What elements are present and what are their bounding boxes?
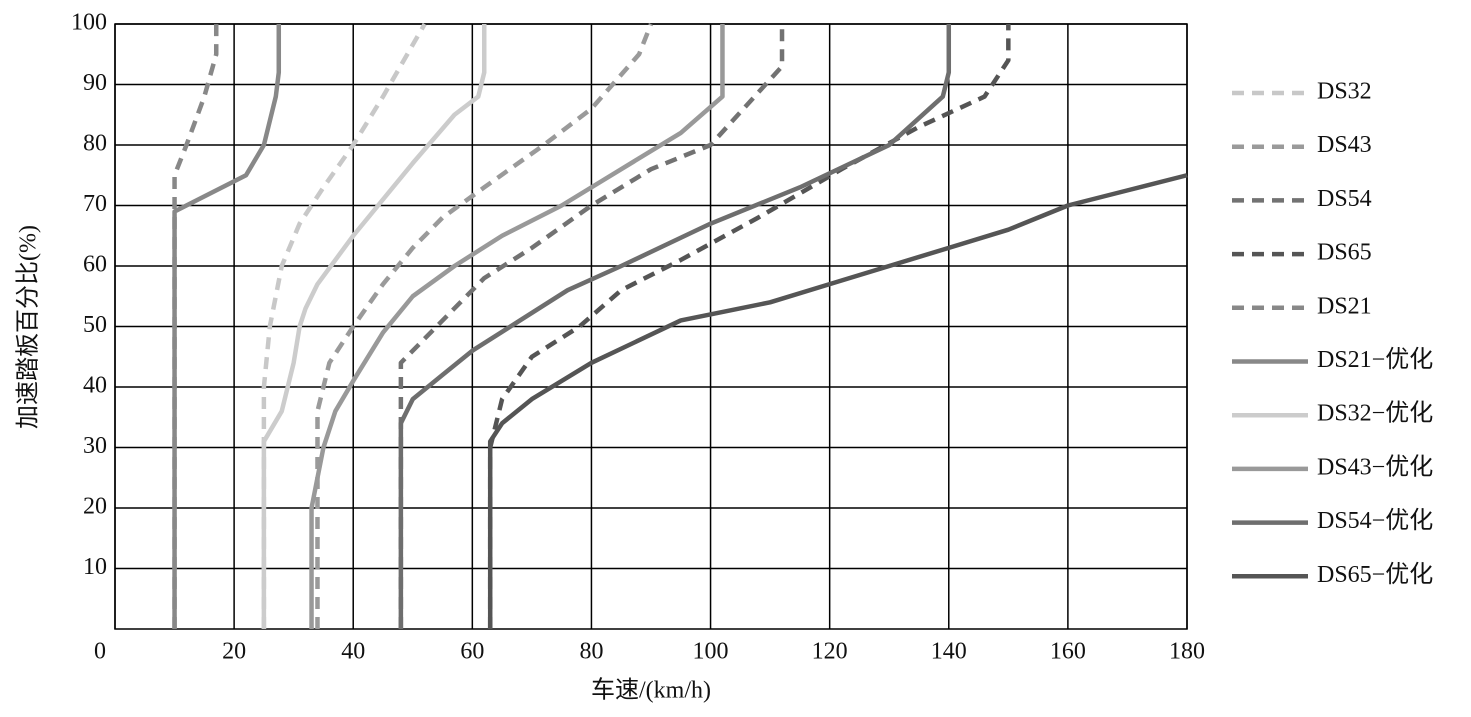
series-line bbox=[261, 24, 487, 629]
series-line bbox=[172, 24, 219, 629]
legend-label: DS32 bbox=[1317, 79, 1372, 105]
x-tick-label: 60 bbox=[460, 639, 484, 665]
series-line bbox=[261, 22, 427, 629]
series-line bbox=[487, 173, 1188, 629]
y-tick-label: 60 bbox=[83, 252, 107, 278]
x-tick-label: 100 bbox=[693, 639, 729, 665]
legend-label: DS21−优化 bbox=[1317, 346, 1433, 373]
x-tick-label: 0 bbox=[94, 639, 106, 665]
x-tick-label: 120 bbox=[812, 639, 848, 665]
x-tick-label: 80 bbox=[579, 639, 603, 665]
y-tick-label: 20 bbox=[83, 494, 107, 520]
series-line bbox=[487, 24, 1011, 629]
y-tick-label: 80 bbox=[83, 131, 107, 157]
x-tick-label: 140 bbox=[931, 639, 967, 665]
series-line bbox=[398, 24, 785, 629]
x-tick-label: 40 bbox=[341, 639, 365, 665]
y-tick-label: 50 bbox=[83, 312, 107, 338]
legend-label: DS65−优化 bbox=[1317, 561, 1433, 588]
y-axis-label: 加速踏板百分比(%) bbox=[15, 225, 42, 429]
y-tick-label: 70 bbox=[83, 191, 107, 217]
legend-label: DS65 bbox=[1317, 240, 1372, 266]
y-tick-label: 90 bbox=[83, 70, 107, 96]
legend-label: DS43−优化 bbox=[1317, 453, 1433, 480]
x-axis-label: 车速/(km/h) bbox=[591, 677, 711, 704]
legend-label: DS43 bbox=[1317, 132, 1372, 158]
legend-label: DS54 bbox=[1317, 186, 1372, 212]
y-tick-label: 100 bbox=[71, 10, 107, 36]
series-line bbox=[309, 24, 725, 629]
y-tick-label: 30 bbox=[83, 433, 107, 459]
y-tick-label: 10 bbox=[83, 554, 107, 580]
legend-label: DS21 bbox=[1317, 293, 1372, 319]
legend-label: DS54−优化 bbox=[1317, 507, 1433, 534]
legend-label: DS32−优化 bbox=[1317, 400, 1433, 427]
series-line bbox=[398, 24, 952, 629]
x-tick-label: 160 bbox=[1050, 639, 1086, 665]
y-tick-label: 40 bbox=[83, 373, 107, 399]
x-tick-label: 20 bbox=[222, 639, 246, 665]
series-line bbox=[315, 23, 654, 629]
x-tick-label: 180 bbox=[1169, 639, 1205, 665]
series-line bbox=[172, 24, 282, 629]
